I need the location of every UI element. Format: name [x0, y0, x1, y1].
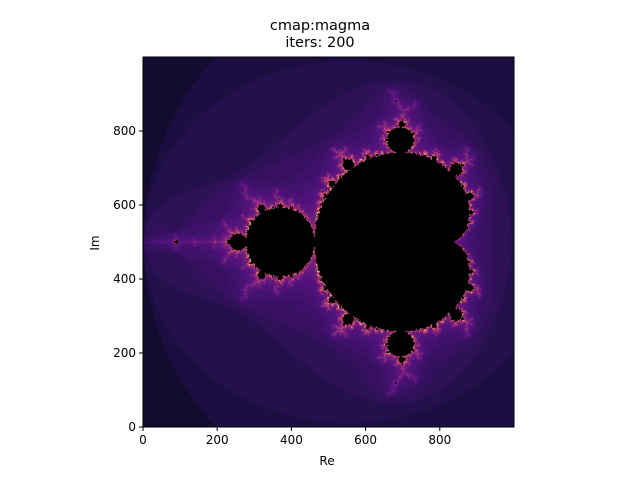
chart-title-line-2: iters: 200 [285, 35, 355, 51]
y-axis-ticks [139, 130, 143, 428]
x-tick-label: 200 [205, 433, 229, 447]
x-tick-label: 800 [428, 433, 452, 447]
chart-title-line-1: cmap:magma [269, 18, 371, 34]
plot-frame [142, 56, 515, 428]
x-tick-label: 400 [279, 433, 303, 447]
y-tick-label: 400 [113, 272, 136, 286]
x-tick-label: 600 [354, 433, 378, 447]
y-tick-label: 200 [113, 346, 136, 360]
y-tick-label: 600 [113, 198, 136, 212]
x-axis-label: Re [319, 454, 335, 468]
y-tick-label: 800 [113, 124, 136, 138]
x-axis-ticks [142, 427, 441, 431]
y-tick-label: 0 [128, 420, 136, 434]
y-axis-label: Im [88, 235, 102, 251]
x-tick-label: 0 [139, 433, 147, 447]
heatmap-image [143, 57, 514, 427]
